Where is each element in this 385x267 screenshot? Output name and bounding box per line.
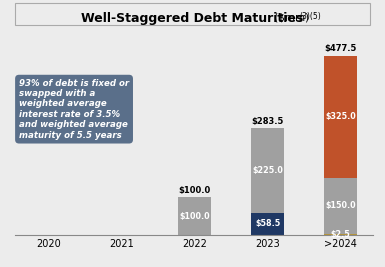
Text: $283.5: $283.5 (251, 117, 284, 126)
Bar (251, 128, 284, 213)
Bar (251, 213, 284, 235)
Text: ($mm): ($mm) (271, 12, 309, 22)
Text: $2.5: $2.5 (331, 230, 351, 239)
Bar (324, 56, 357, 178)
Text: $100.0: $100.0 (178, 186, 211, 195)
Text: $58.5: $58.5 (255, 219, 280, 229)
Text: $477.5: $477.5 (325, 44, 357, 53)
Bar (324, 178, 357, 234)
Bar (178, 197, 211, 235)
Text: (3)(5): (3)(5) (299, 12, 321, 21)
Text: 93% of debt is fixed or
swapped with a
weighted average
interest rate of 3.5%
an: 93% of debt is fixed or swapped with a w… (19, 79, 129, 140)
Text: $225.0: $225.0 (252, 166, 283, 175)
Bar (324, 234, 357, 235)
Text: Well-Staggered Debt Maturities: Well-Staggered Debt Maturities (81, 12, 304, 25)
Text: $100.0: $100.0 (179, 212, 210, 221)
Text: $325.0: $325.0 (325, 112, 356, 121)
Text: $150.0: $150.0 (325, 201, 356, 210)
